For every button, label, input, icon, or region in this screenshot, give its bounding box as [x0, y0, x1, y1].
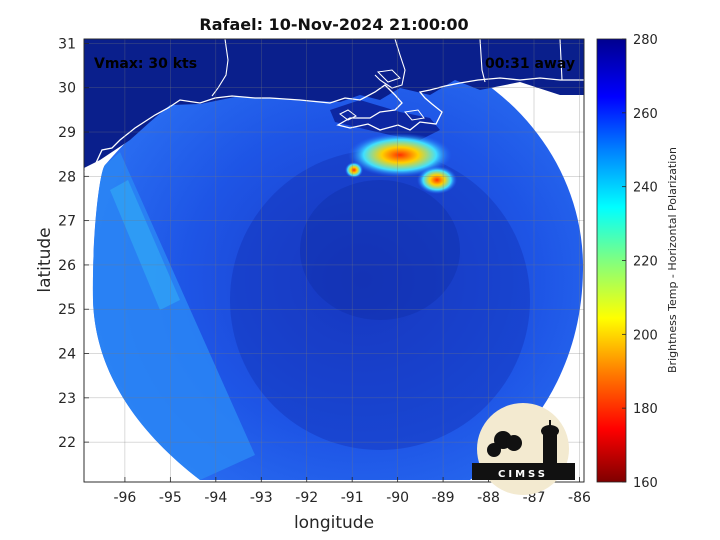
y-tick-label: 23: [58, 391, 76, 407]
colorbar: [596, 38, 627, 483]
colorbar-tick-label: 160: [633, 476, 658, 491]
land-mass: [84, 39, 584, 168]
logo-tower-body: [543, 432, 557, 463]
x-tick-label: -96: [113, 490, 136, 506]
logo-ground: [472, 463, 575, 480]
colorbar-tick-label: 260: [633, 107, 658, 122]
y-tick-label: 22: [58, 435, 76, 451]
logo-tower-spire: [549, 420, 551, 426]
y-tick-label: 31: [58, 36, 76, 52]
logo-dish-3: [487, 443, 501, 457]
vmax-annotation: Vmax: 30 kts: [94, 56, 197, 72]
circulation-inner: [300, 180, 460, 320]
grid-lines: [84, 39, 584, 482]
x-tick-label: -94: [204, 490, 227, 506]
lake-outline: [339, 69, 425, 121]
y-tick-label: 24: [58, 347, 76, 363]
delta-region: [330, 100, 440, 140]
x-tick-label: -92: [295, 490, 318, 506]
x-tick-labels: -96 -95 -94 -93 -92 -91 -90 -89 -88 -87 -86: [113, 490, 591, 506]
colorbar-label: Brightness Temp - Horizontal Polarizatio…: [666, 147, 679, 373]
x-tick-label: -90: [386, 490, 409, 506]
swath-strip-core: [110, 180, 180, 310]
plot-title: Rafael: 10-Nov-2024 21:00:00: [199, 15, 468, 34]
coastline: [84, 77, 584, 173]
y-tick-label: 27: [58, 214, 76, 230]
plot-frame: [83, 38, 585, 483]
colorbar-tick-labels: 280 260 240 220 200 180 160: [622, 33, 658, 491]
colorbar-tick-label: 240: [633, 181, 658, 196]
colorbar-tick-label: 200: [633, 328, 658, 343]
y-tick-label: 25: [58, 302, 76, 318]
y-tick-label: 26: [58, 258, 76, 274]
convection-east: [417, 166, 457, 194]
logo-text: CIMSS: [498, 469, 548, 480]
x-tick-label: -88: [477, 490, 500, 506]
logo-dish-2: [506, 435, 522, 451]
x-tick-label: -86: [568, 490, 591, 506]
x-tick-label: -91: [341, 490, 364, 506]
y-tick-labels: 31 30 29 28 27 26 25 24 23 22: [58, 36, 76, 451]
y-axis-label: latitude: [35, 227, 55, 292]
colorbar-tick-label: 220: [633, 255, 658, 270]
x-tick-label: -89: [432, 490, 455, 506]
x-tick-label: -95: [159, 490, 182, 506]
logo-tower-top: [541, 425, 559, 437]
state-border: [211, 39, 563, 97]
convection-west: [345, 162, 363, 178]
y-tick-label: 29: [58, 125, 76, 141]
x-tick-label: -93: [250, 490, 273, 506]
y-tick-label: 28: [58, 169, 76, 185]
y-tick-label: 30: [58, 81, 76, 97]
time-away-annotation: 00:31 away: [485, 56, 575, 72]
circulation-core: [230, 150, 530, 450]
colorbar-tick-label: 280: [633, 33, 658, 48]
colorbar-tick-label: 180: [633, 402, 658, 417]
x-axis-label: longitude: [294, 513, 374, 533]
cimss-logo: CIMSS: [472, 403, 575, 495]
convection-main: [348, 133, 452, 177]
